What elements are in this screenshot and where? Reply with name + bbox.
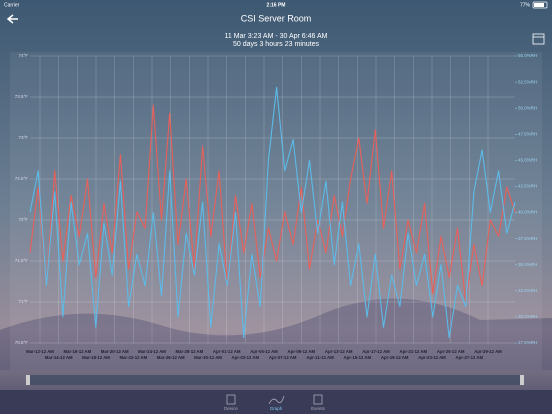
y2-tick-label: 37.5%RH: [518, 236, 537, 241]
chart-panel: [10, 52, 542, 370]
x-tick-label: Apr-27-12 AM: [456, 355, 484, 360]
back-button[interactable]: [6, 14, 18, 24]
x-tick-label: Mar-22-12 AM: [119, 355, 147, 360]
range: 11 Mar 3:23 AM - 30 Apr 6:46 AM: [225, 33, 328, 40]
y2-tick-label: 27.5%RH: [518, 340, 537, 345]
nav-title: CSI Server Room: [241, 13, 312, 23]
clock: 2:16 PM: [267, 2, 286, 8]
chart: 74°F 73.5°F 73°F 72.5°F 72°F 71.5°F 71°F 70.5°F…: [15, 53, 538, 360]
x-tick-label: Apr-13-12 AM: [325, 349, 353, 354]
x-tick-label: Apr-11-12 AM: [306, 355, 334, 360]
x-tick-label: Mar-14-12 AM: [45, 355, 73, 360]
y2-tick-label: 42.5%RH: [518, 184, 537, 189]
x-tick-label: Apr-21-12 AM: [400, 349, 428, 354]
y2-tick-label: 45.0%RH: [518, 158, 537, 163]
x-tick-label: Apr-01-12 AM: [213, 349, 241, 354]
battery-level: 77%: [520, 2, 531, 8]
x-tick-label: Apr-17-12 AM: [362, 349, 390, 354]
mountains: [0, 298, 552, 370]
x-tick-label: Mar-26-12 AM: [157, 355, 185, 360]
tab-bar: [0, 390, 552, 414]
y-tick-label: 72°F: [18, 217, 28, 222]
scrubber[interactable]: [26, 375, 524, 385]
battery-icon: [532, 1, 548, 9]
tab[interactable]: Device: [224, 406, 238, 411]
x-tick-label: Mar-12-12 AM: [26, 349, 54, 354]
series-line: [29, 86, 516, 339]
x-tick-label: Apr-15-12 AM: [344, 355, 372, 360]
x-tick-label: Mar-16-12 AM: [63, 349, 91, 354]
series-line: [29, 104, 516, 303]
y-tick-label: 71.5°F: [15, 258, 29, 263]
x-tick-label: Apr-19-12 AM: [381, 355, 409, 360]
x-tick-label: Mar-30-12 AM: [194, 355, 222, 360]
scrubber-handle[interactable]: [520, 375, 524, 385]
y-tick-label: 70.5°F: [15, 340, 29, 345]
battery-fill: [534, 3, 544, 7]
y2-tick-label: 30.0%RH: [518, 314, 537, 319]
y2-tick-label: 40.0%RH: [518, 210, 537, 215]
y2-tick-label: 47.5%RH: [518, 131, 537, 136]
tab[interactable]: Events: [311, 406, 326, 411]
y2-tick-label: 52.5%RH: [518, 79, 537, 84]
y-tick-label: 72.5°F: [15, 176, 29, 181]
x-tick-label: Apr-25-12 AM: [437, 349, 465, 354]
calendar-button[interactable]: [532, 33, 545, 45]
duration: 50 days 3 hours 23 minutes: [233, 41, 319, 48]
x-tick-label: Mar-18-12 AM: [82, 355, 110, 360]
tab[interactable]: Graph: [270, 406, 283, 411]
carrier: Carrier: [4, 2, 20, 8]
y-tick-label: 73.5°F: [15, 94, 29, 99]
y2-tick-label: 32.5%RH: [518, 288, 537, 293]
x-tick-label: Apr-05-12 AM: [250, 349, 278, 354]
y2-tick-label: 55.0%RH: [518, 53, 537, 58]
x-tick-label: Apr-09-12 AM: [288, 349, 316, 354]
x-tick-label: Mar-20-12 AM: [101, 349, 129, 354]
scrubber-handle[interactable]: [26, 375, 30, 385]
x-tick-label: Mar-28-12 AM: [175, 349, 203, 354]
x-tick-label: Apr-07-12 AM: [269, 355, 297, 360]
x-tick-label: Apr-23-12 AM: [418, 355, 446, 360]
y-tick-label: 71°F: [18, 299, 28, 304]
x-tick-label: Apr-29-12 AM: [474, 349, 502, 354]
y2-tick-label: 50.0%RH: [518, 105, 537, 110]
y-tick-label: 74°F: [18, 53, 28, 58]
tab-icons: [226, 394, 323, 405]
y-tick-label: 73°F: [18, 135, 28, 140]
y2-tick-label: 35.0%RH: [518, 262, 537, 267]
x-tick-label: Mar-24-12 AM: [138, 349, 166, 354]
x-tick-label: Apr-03-12 AM: [232, 355, 260, 360]
